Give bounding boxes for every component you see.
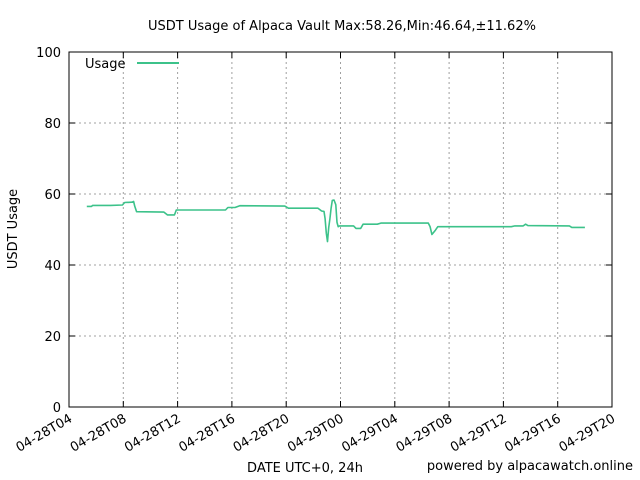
y-tick-label: 20	[44, 330, 61, 345]
legend: Usage	[85, 57, 179, 72]
y-tick-label: 40	[44, 259, 61, 274]
series-line-usage	[86, 199, 585, 243]
x-tick-label: 04-28T08	[68, 411, 129, 455]
legend-label-usage: Usage	[85, 57, 126, 72]
plot-frame	[68, 51, 613, 408]
y-axis-label: USDT Usage	[6, 189, 21, 269]
y-tick-label: 60	[44, 188, 61, 203]
grid	[69, 52, 612, 407]
x-tick-label: 04-29T00	[285, 411, 346, 455]
x-axis-label: DATE UTC+0, 24h	[247, 461, 363, 476]
x-tick-label: 04-28T16	[176, 411, 237, 455]
y-tick-label: 100	[36, 46, 61, 61]
axis-ticks: 02040608010004-28T0404-28T0804-28T1204-2…	[14, 46, 618, 456]
x-tick-label: 04-29T04	[339, 411, 400, 455]
chart-title: USDT Usage of Alpaca Vault Max:58.26,Min…	[148, 19, 536, 34]
x-tick-label: 04-29T20	[557, 411, 618, 455]
x-tick-label: 04-29T12	[448, 411, 509, 455]
series-layer	[86, 199, 585, 243]
x-tick-label: 04-29T08	[394, 411, 455, 455]
x-tick-label: 04-28T12	[122, 411, 183, 455]
x-tick-label: 04-28T04	[14, 411, 75, 455]
y-tick-label: 0	[53, 401, 61, 416]
credit-text: powered by alpacawatch.online	[426, 459, 633, 474]
x-tick-label: 04-29T16	[502, 411, 563, 455]
x-tick-label: 04-28T20	[231, 411, 292, 455]
y-tick-label: 80	[44, 117, 61, 132]
